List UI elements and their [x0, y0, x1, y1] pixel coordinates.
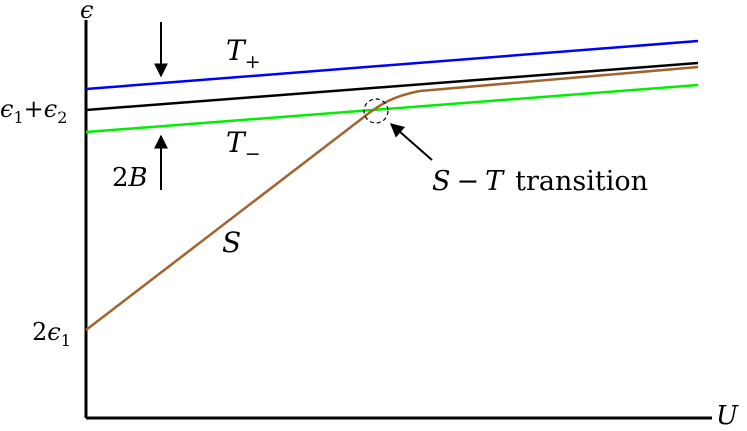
transition-circle: [363, 98, 389, 124]
t-plus-line: [85, 39, 699, 91]
t-plus-label: T+: [226, 34, 261, 73]
y-tick-double-label: 2ϵ1: [32, 318, 71, 350]
y-axis-label: ϵ: [80, 0, 93, 24]
transition-arrow: [389, 123, 433, 161]
s-curve: [85, 65, 699, 331]
s-label: S: [222, 226, 241, 259]
t-minus-label: T−: [226, 126, 261, 165]
y-tick-sum-label: ϵ1+ϵ2: [0, 95, 67, 127]
x-axis-label: U: [716, 401, 739, 431]
splitting-label: 2B: [112, 163, 148, 193]
t-zero-line: [85, 61, 699, 112]
t-minus-line: [85, 83, 699, 134]
